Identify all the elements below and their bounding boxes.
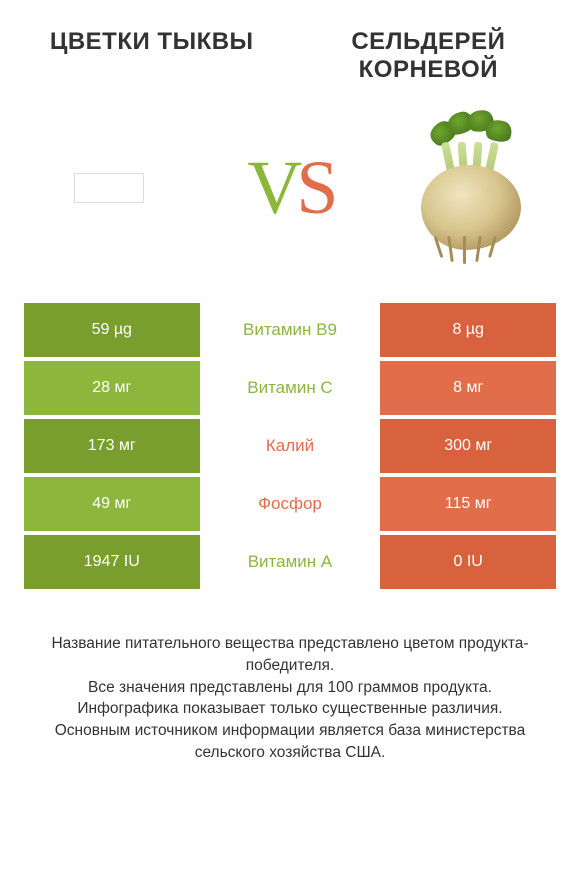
table-row: 59 µgВитамин B98 µg	[24, 303, 556, 357]
table-row: 1947 IUВитамин A0 IU	[24, 535, 556, 589]
nutrient-label: Витамин B9	[200, 303, 381, 357]
vs-label: VS	[247, 150, 332, 226]
table-row: 28 мгВитамин C8 мг	[24, 361, 556, 415]
comparison-table: 59 µgВитамин B98 µg28 мгВитамин C8 мг173…	[24, 303, 556, 593]
left-image	[24, 103, 194, 273]
celeriac-icon	[396, 108, 546, 268]
left-image-placeholder	[74, 173, 144, 203]
title-left: ЦВЕТКИ ТЫКВЫ	[24, 28, 279, 56]
titles-row: ЦВЕТКИ ТЫКВЫ СЕЛЬДЕРЕЙ КОРНЕВОЙ	[24, 28, 556, 83]
value-left: 173 мг	[24, 419, 200, 473]
footer-notes: Название питательного вещества представл…	[24, 633, 556, 763]
vs-v: V	[247, 146, 296, 230]
value-left: 28 мг	[24, 361, 200, 415]
footer-line: Инфографика показывает только существенн…	[28, 698, 552, 720]
footer-line: Все значения представлены для 100 граммо…	[28, 677, 552, 699]
vs-s: S	[296, 146, 332, 230]
nutrient-label: Калий	[200, 419, 381, 473]
nutrient-label: Витамин C	[200, 361, 381, 415]
nutrient-label: Фосфор	[200, 477, 381, 531]
value-left: 49 мг	[24, 477, 200, 531]
value-left: 1947 IU	[24, 535, 200, 589]
value-right: 8 µg	[380, 303, 556, 357]
right-image	[386, 103, 556, 273]
value-right: 8 мг	[380, 361, 556, 415]
value-right: 115 мг	[380, 477, 556, 531]
value-right: 0 IU	[380, 535, 556, 589]
table-row: 49 мгФосфор115 мг	[24, 477, 556, 531]
footer-line: Название питательного вещества представл…	[28, 633, 552, 676]
value-right: 300 мг	[380, 419, 556, 473]
value-left: 59 µg	[24, 303, 200, 357]
footer-line: Основным источником информации является …	[28, 720, 552, 763]
table-row: 173 мгКалий300 мг	[24, 419, 556, 473]
nutrient-label: Витамин A	[200, 535, 381, 589]
title-right: СЕЛЬДЕРЕЙ КОРНЕВОЙ	[301, 28, 556, 83]
hero-row: VS	[24, 103, 556, 273]
